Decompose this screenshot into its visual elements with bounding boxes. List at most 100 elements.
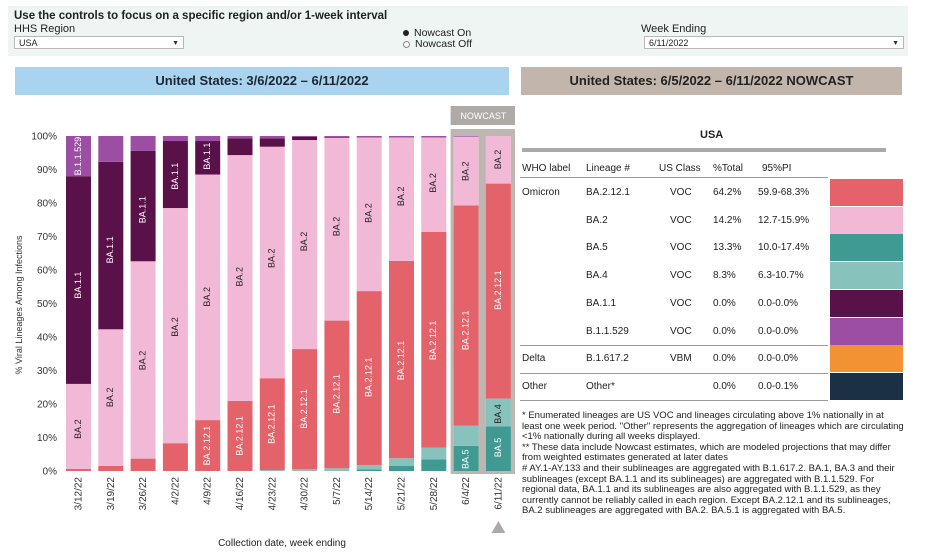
bar-segment [162,136,188,142]
bar-segment-label: BA.2.12.1 [493,270,503,310]
bar-segment-label: BA.2 [105,388,115,408]
bar-segment [324,137,350,321]
x-tick-label: 5/14/22 [364,477,375,511]
bar-segment-label: BA.4 [493,404,503,424]
y-axis-title: % Viral Lineages Among Infections [14,235,24,374]
bar-segment [130,458,156,471]
col-header-lineage: Lineage # [586,163,630,174]
row-us-class: VOC [670,325,692,337]
y-tick-label: 40% [37,333,57,344]
bar-segment [453,136,479,206]
row-color-swatch [830,345,903,373]
footnotes: * Enumerated lineages are US VOC and lin… [522,410,904,517]
bar-segment [421,447,447,460]
bar-segment [356,136,382,138]
row-color-swatch [830,179,903,206]
row-who-label: Delta [522,353,546,365]
row-color-swatch [830,372,903,400]
bar-segment-label: BA.2 [428,173,438,193]
bar-segment [227,155,253,401]
x-tick-label: 3/12/22 [74,477,85,511]
week-select[interactable]: 6/11/2022 ▼ [644,36,904,49]
bar-segment-label: BA.2.12.1 [460,311,470,351]
footnote-double-asterisk: ** These data include Nowcast estimates,… [522,441,891,464]
lineage-chart: NOWCAST 0% 10% 20% 30% 40% 50% 60% 70% 80% 90% 100%… [14,106,515,549]
bar-segment-label: BA.2 [396,187,406,207]
x-tick-label: 6/11/22 [493,477,504,510]
nowcast-off-radio[interactable]: Nowcast Off [403,38,472,50]
row-pi: 0.0-0.0% [758,297,799,309]
bar-segment [485,426,511,471]
bar-segment [130,136,156,151]
bar-segment [98,465,124,471]
x-tick-label: 4/2/22 [170,477,181,505]
row-pi: 12.7-15.9% [758,214,810,226]
bar-segment-label: BA.2 [460,161,470,181]
row-pi: 10.0-17.4% [758,242,810,254]
bar-segment [98,329,124,466]
row-total: 0.0% [713,353,736,365]
row-pi: 0.0-0.0% [758,353,799,365]
row-lineage: BA.2.12.1 [586,187,630,198]
radio-selected-icon [403,30,409,37]
bar-segment-label: BA.2 [137,351,147,371]
bar-segment [453,425,479,446]
row-total: 64.2% [713,187,742,198]
bar-segment [356,291,382,465]
row-us-class: VBM [670,353,692,365]
row-color-swatch [830,317,903,345]
row-total: 8.3% [713,270,736,282]
bar-segment [259,136,285,139]
bar-segment-label: BA.2.12.1 [299,389,309,429]
bar-segment [389,465,414,471]
row-pi: 59.9-68.3% [758,187,810,198]
bar-segment [98,136,124,162]
row-color-swatch [830,234,903,262]
region-select[interactable]: USA ▼ [14,36,184,49]
row-lineage: B.1.1.529 [586,325,629,337]
bar-segment-label: BA.1.1 [170,163,180,190]
table-bottom-divider [520,400,828,401]
region-label: HHS Region [14,23,76,35]
group-divider [520,372,828,374]
nowcast-label: NOWCAST [460,111,507,121]
bar-segment-label: BA.2 [170,317,180,337]
nowcast-on-radio[interactable]: Nowcast On [403,27,471,39]
bar-segment-label: BA.2.12.1 [396,341,406,381]
table-title: USA [700,129,724,141]
bar-segment-label: BA.1.1 [202,143,212,170]
row-who-label: Omicron [522,187,560,198]
row-lineage: BA.4 [586,270,608,282]
bar-segment-label: BA.2 [493,150,503,170]
radio-unselected-icon [403,40,410,48]
y-tick-label: 100% [31,132,57,143]
col-header-pi: 95%PI [762,163,792,174]
bar-segment [195,174,221,421]
x-tick-label: 3/19/22 [106,477,117,511]
bar-segment [130,261,156,459]
row-us-class: VOC [670,214,692,226]
y-tick-label: 90% [37,165,57,176]
row-color-swatch [830,206,903,234]
controls-title: Use the controls to focus on a specific … [14,10,388,22]
bar-segment [356,137,382,292]
bar-segment [292,469,318,471]
bar-segment-label: BA.5 [460,450,470,470]
y-tick-label: 60% [37,266,57,277]
bar-segment [66,176,91,384]
bar-segment [195,136,221,142]
x-axis-title: Collection date, week ending [218,538,346,549]
x-tick-label: 4/16/22 [235,477,246,511]
bar-segment [162,443,188,471]
x-tick-label: 6/4/22 [461,477,472,505]
bar-segment [292,136,318,137]
bar-segment-label: BA.2.12.1 [428,321,438,361]
bar-segment [227,138,253,156]
bar-segment [389,458,414,466]
bar-segment [485,398,511,427]
bar-segment-label: BA.2 [234,267,244,287]
bar-segment [227,136,253,139]
x-tick-label: 5/28/22 [429,477,440,511]
bar-segment [453,205,479,426]
controls-panel: Use the controls to focus on a specific … [8,6,908,56]
